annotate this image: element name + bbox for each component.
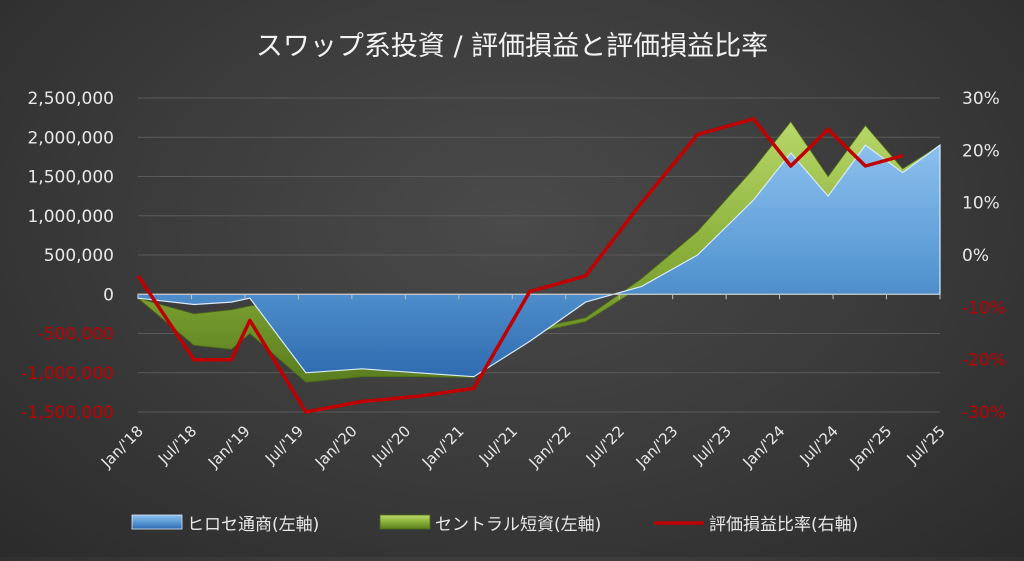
x-tick-label: Jan/'21: [418, 422, 468, 472]
left-tick-label: 1,500,000: [27, 168, 114, 188]
x-tick-label: Jan/'23: [632, 422, 682, 472]
left-tick-label: -1,500,000: [21, 403, 114, 423]
right-tick-label: 20%: [962, 141, 1000, 161]
legend-label: セントラル短資(左軸): [435, 515, 601, 535]
right-tick-label: 30%: [962, 89, 1000, 109]
left-tick-label: -500,000: [38, 325, 114, 345]
x-tick-label: Jul/'23: [689, 422, 735, 468]
right-tick-label: -10%: [962, 298, 1006, 318]
left-tick-label: 0: [103, 285, 114, 305]
x-tick-label: Jan/'22: [525, 422, 575, 472]
x-tick-label: Jul/'24: [796, 422, 842, 468]
x-tick-label: Jul/'21: [475, 422, 521, 468]
x-tick-label: Jan/'25: [846, 422, 896, 472]
left-tick-label: 2,500,000: [27, 89, 114, 109]
x-tick-label: Jan/'18: [97, 422, 147, 472]
legend-swatch-blue: [131, 514, 183, 530]
x-tick-label: Jan/'24: [739, 422, 789, 472]
left-tick-label: 1,000,000: [27, 207, 114, 227]
x-tick-label: Jul/'19: [261, 422, 307, 468]
chart-title: スワップ系投資 / 評価損益と評価損益比率: [256, 31, 768, 62]
left-tick-label: -1,000,000: [21, 364, 114, 384]
right-tick-label: -20%: [962, 351, 1006, 371]
x-tick-label: Jan/'20: [311, 422, 361, 472]
legend-label: 評価損益比率(右軸): [709, 515, 858, 535]
series-line-ratio: [136, 117, 904, 414]
x-tick-label: Jul/'18: [154, 422, 200, 468]
legend-label: ヒロセ通商(左軸): [187, 515, 319, 535]
x-tick-label: Jul/'22: [582, 422, 628, 468]
x-tick-label: Jul/'25: [903, 422, 949, 468]
right-tick-label: 0%: [962, 246, 989, 266]
right-tick-label: -30%: [962, 403, 1006, 423]
right-tick-label: 10%: [962, 194, 1000, 214]
x-tick-label: Jul/'20: [368, 422, 414, 468]
left-tick-label: 2,000,000: [27, 128, 114, 148]
x-tick-label: Jan/'19: [204, 422, 254, 472]
left-tick-label: 500,000: [44, 246, 114, 266]
legend-swatch-green: [379, 514, 431, 530]
